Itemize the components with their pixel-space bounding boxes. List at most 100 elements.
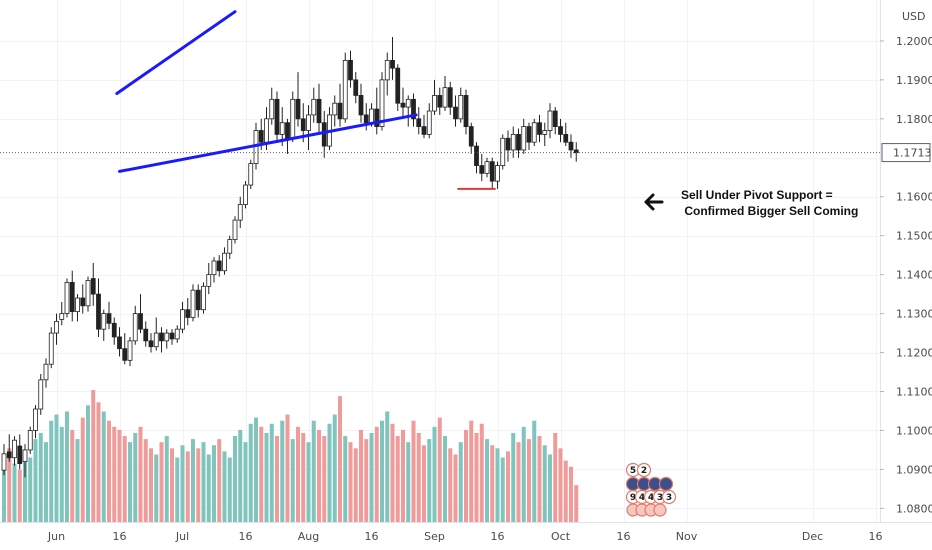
candle[interactable] [521, 118, 527, 154]
time-axis[interactable]: Jun 16 Jul 16 Aug 16 Sep 16 Oct 16 Nov Dec 16 [47, 530, 883, 543]
candle[interactable] [48, 327, 54, 369]
candle[interactable] [526, 122, 532, 150]
candle[interactable] [484, 157, 490, 178]
candle[interactable] [542, 122, 548, 147]
candle[interactable] [395, 64, 401, 112]
candle[interactable] [169, 329, 175, 345]
trendlines[interactable] [0, 10, 880, 190]
candle[interactable] [442, 75, 448, 112]
candle[interactable] [363, 103, 369, 131]
candle[interactable] [248, 159, 254, 189]
candle[interactable] [348, 50, 353, 88]
candle[interactable] [127, 336, 133, 367]
candle[interactable] [243, 181, 248, 209]
candle[interactable] [411, 93, 416, 127]
candle[interactable] [390, 37, 395, 80]
candle[interactable] [106, 301, 112, 330]
candle[interactable] [22, 444, 28, 478]
candle[interactable] [316, 83, 322, 135]
candle[interactable] [269, 87, 275, 125]
candle[interactable] [148, 333, 154, 353]
badge-group[interactable]: 5 29 4 4 3 3 [625, 462, 677, 517]
candle[interactable] [227, 235, 233, 260]
event-badge[interactable]: 3 [661, 489, 677, 505]
candle[interactable] [222, 247, 227, 275]
candle[interactable] [185, 298, 191, 326]
candle[interactable] [33, 405, 38, 439]
candle[interactable] [505, 130, 511, 162]
candlestick-series[interactable] [1, 37, 579, 478]
candle[interactable] [552, 107, 558, 135]
candle[interactable] [153, 317, 159, 351]
candle[interactable] [500, 134, 506, 170]
flag-icon[interactable] [653, 503, 667, 517]
candle[interactable] [432, 79, 437, 115]
annotation-group[interactable]: Sell Under Pivot Support = Confirmed Big… [644, 188, 858, 218]
candle[interactable] [180, 301, 185, 334]
candle[interactable] [12, 436, 17, 466]
candle[interactable] [290, 91, 296, 143]
candle[interactable] [43, 358, 49, 388]
candle[interactable] [237, 196, 243, 228]
candle[interactable] [479, 153, 485, 182]
candle[interactable] [437, 87, 443, 115]
event-badge[interactable]: 5 [625, 462, 641, 478]
candle[interactable] [195, 284, 201, 318]
candle[interactable] [547, 103, 553, 139]
candle[interactable] [27, 426, 33, 454]
trendline-0[interactable] [115, 10, 237, 95]
candle[interactable] [374, 87, 380, 135]
candle[interactable] [495, 161, 500, 189]
candle[interactable] [358, 83, 364, 123]
candle[interactable] [306, 105, 311, 150]
candle[interactable] [143, 321, 149, 347]
candle[interactable] [563, 122, 569, 147]
candle[interactable] [206, 262, 212, 295]
candle[interactable] [558, 118, 563, 143]
candle[interactable] [201, 282, 206, 314]
candle[interactable] [416, 107, 422, 135]
candle[interactable] [117, 327, 122, 357]
candle[interactable] [164, 329, 170, 349]
candle[interactable] [59, 301, 65, 326]
candle[interactable] [510, 126, 516, 158]
candle[interactable] [190, 284, 196, 322]
candle[interactable] [17, 434, 23, 470]
candle[interactable] [516, 128, 521, 158]
candle[interactable] [232, 216, 238, 244]
candle[interactable] [111, 317, 117, 345]
candle[interactable] [421, 114, 427, 139]
candle[interactable] [426, 103, 432, 139]
candle[interactable] [474, 142, 479, 174]
candle[interactable] [1, 444, 7, 476]
candle[interactable] [342, 52, 348, 123]
candle[interactable] [6, 434, 12, 462]
candle[interactable] [285, 118, 290, 154]
candle[interactable] [463, 89, 469, 135]
candle[interactable] [537, 114, 542, 143]
candle[interactable] [132, 305, 138, 345]
candle[interactable] [54, 313, 59, 345]
candle[interactable] [69, 270, 75, 322]
candle[interactable] [90, 262, 96, 306]
candle[interactable] [447, 81, 453, 115]
candle[interactable] [75, 294, 80, 322]
candle[interactable] [568, 134, 574, 158]
candle[interactable] [295, 72, 301, 127]
candle[interactable] [531, 118, 537, 147]
candle[interactable] [138, 294, 143, 334]
candle[interactable] [489, 157, 495, 189]
candle[interactable] [96, 278, 101, 337]
candle[interactable] [216, 255, 222, 277]
candle[interactable] [458, 87, 464, 123]
candle[interactable] [353, 72, 359, 104]
candle[interactable] [321, 111, 327, 158]
candle[interactable] [327, 107, 332, 150]
event-badge[interactable]: 2 [636, 462, 652, 478]
price-axis[interactable]: USD 1.20000 1.19000 1.18000 1.16000 1.15000 1… [0, 0, 932, 523]
trendline-1[interactable] [118, 113, 418, 173]
candle[interactable] [337, 83, 343, 127]
candle[interactable] [122, 333, 128, 365]
